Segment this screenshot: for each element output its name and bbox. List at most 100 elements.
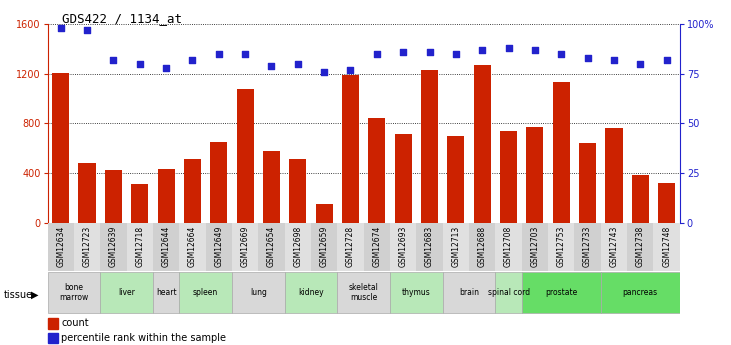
Text: GSM12713: GSM12713 [451,226,461,267]
Bar [522,272,601,313]
Bar [500,131,517,223]
Bar [74,223,100,271]
Point [265,63,277,69]
Bar [632,175,649,223]
Bar [48,333,58,344]
Point [134,61,145,67]
Text: percentile rank within the sample: percentile rank within the sample [61,333,227,343]
Text: GSM12753: GSM12753 [557,226,566,267]
Bar [526,127,543,223]
Point [398,49,409,55]
Bar [48,318,58,329]
Bar [179,272,232,313]
Point [477,47,488,53]
Bar [284,272,337,313]
Bar [100,223,126,271]
Point [582,55,594,61]
Text: skeletal
muscle: skeletal muscle [349,283,379,302]
Text: ▶: ▶ [31,290,38,300]
Bar [496,223,522,271]
Bar [184,159,201,223]
Text: GSM12669: GSM12669 [240,226,249,267]
Text: GSM12718: GSM12718 [135,226,144,267]
Text: GSM12723: GSM12723 [83,226,91,267]
Bar [417,223,443,271]
Bar [311,223,337,271]
Text: GSM12733: GSM12733 [583,226,592,267]
Point [424,49,436,55]
Point [344,67,356,72]
Point [186,57,198,63]
Text: GSM12634: GSM12634 [56,226,65,267]
Bar [390,223,417,271]
Point [318,69,330,75]
Bar [605,128,623,223]
Bar [368,118,385,223]
Text: spinal cord: spinal cord [488,288,530,297]
Bar [421,70,438,223]
Bar [289,159,306,223]
Text: GSM12693: GSM12693 [398,226,408,267]
Point [556,51,567,57]
Bar [157,169,175,223]
Bar [337,272,390,313]
Point [81,27,93,33]
Text: GSM12659: GSM12659 [319,226,329,267]
Bar [474,65,491,223]
Point [503,45,515,51]
Text: GSM12644: GSM12644 [162,226,170,267]
Text: prostate: prostate [545,288,577,297]
Bar [52,72,69,223]
Point [608,57,620,63]
Text: GSM12748: GSM12748 [662,226,671,267]
Text: GSM12664: GSM12664 [188,226,197,267]
Point [239,51,251,57]
Bar [211,142,227,223]
Text: kidney: kidney [298,288,324,297]
Bar [654,223,680,271]
Bar [337,223,363,271]
Text: tissue: tissue [4,290,33,300]
Bar [553,82,570,223]
Bar [126,223,153,271]
Bar [153,223,179,271]
Point [292,61,303,67]
Point [371,51,383,57]
Text: GDS422 / 1134_at: GDS422 / 1134_at [62,12,182,25]
Text: count: count [61,318,89,328]
Bar [153,272,179,313]
Point [55,26,67,31]
Point [635,61,646,67]
Text: pancreas: pancreas [623,288,658,297]
Text: heart: heart [156,288,176,297]
Bar [522,223,548,271]
Bar [601,223,627,271]
Bar [363,223,390,271]
Bar [447,136,464,223]
Bar [205,223,232,271]
Text: GSM12639: GSM12639 [109,226,118,267]
Text: GSM12683: GSM12683 [425,226,434,267]
Bar [284,223,311,271]
Bar [627,223,654,271]
Bar [237,89,254,223]
Point [107,57,119,63]
Bar [316,204,333,223]
Bar [390,272,443,313]
Bar [232,223,258,271]
Text: GSM12703: GSM12703 [531,226,539,267]
Bar [48,223,74,271]
Bar [105,170,122,223]
Text: GSM12674: GSM12674 [372,226,382,267]
Bar [601,272,680,313]
Text: GSM12688: GSM12688 [478,226,487,267]
Text: thymus: thymus [402,288,431,297]
Bar [131,184,148,223]
Bar [232,272,284,313]
Bar [78,163,96,223]
Text: lung: lung [250,288,267,297]
Point [661,57,673,63]
Bar [258,223,284,271]
Text: GSM12738: GSM12738 [636,226,645,267]
Point [213,51,224,57]
